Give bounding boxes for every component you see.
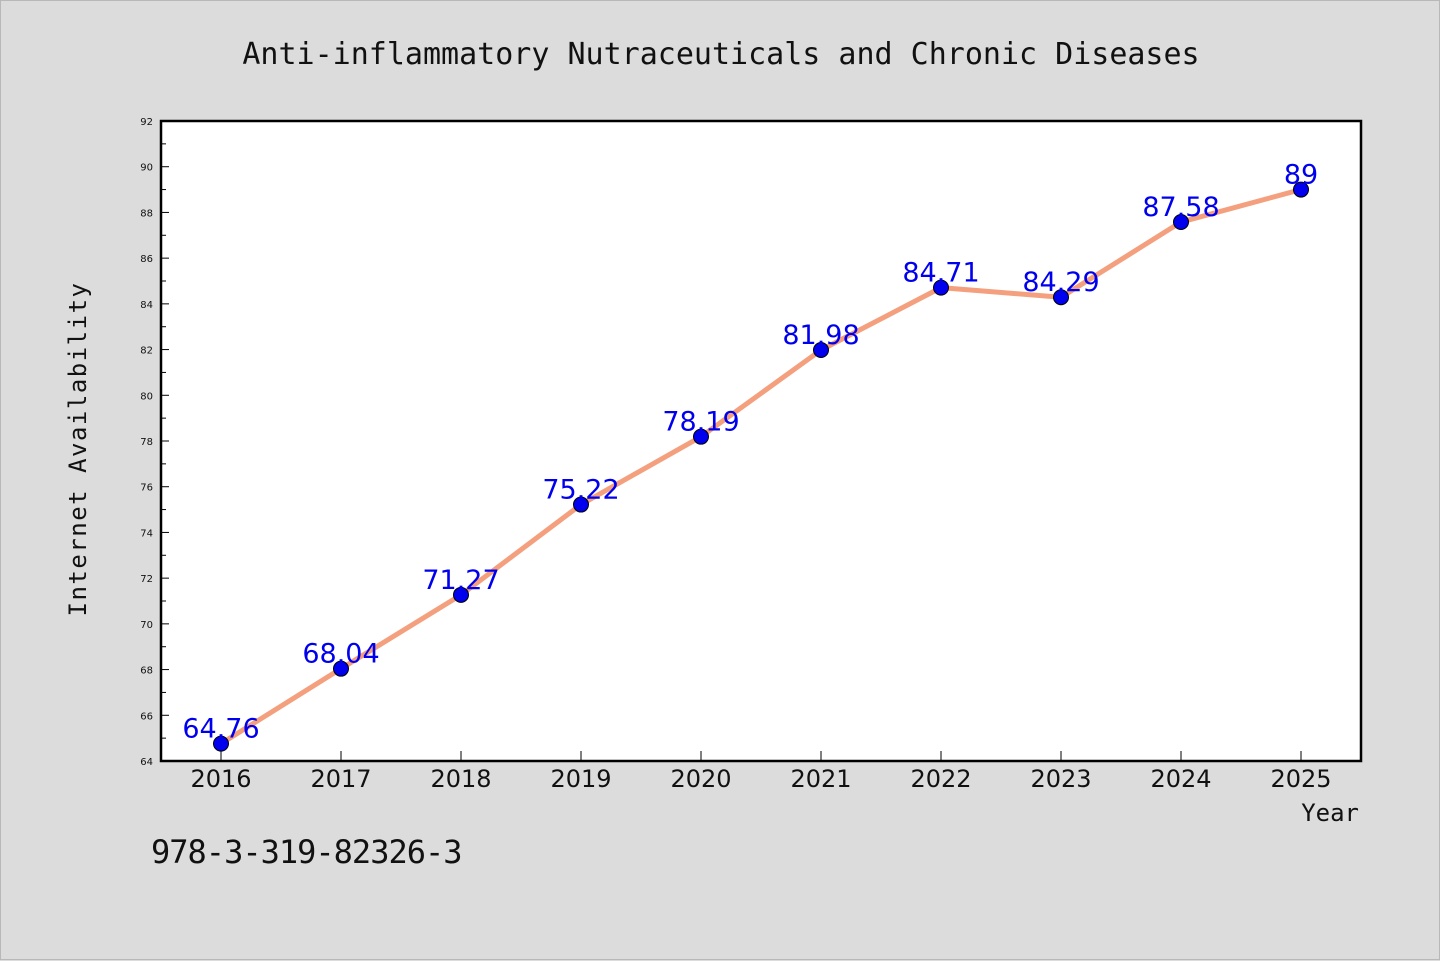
y-tick-label: 90 bbox=[140, 163, 153, 174]
y-tick-label: 88 bbox=[140, 208, 153, 219]
x-tick-label: 2019 bbox=[550, 765, 611, 793]
data-point bbox=[1173, 214, 1189, 231]
x-tick-label: 2023 bbox=[1030, 765, 1091, 793]
data-labels: 64.76 68.04 71.27 75.22 78.19 81.98 84.71 84.29… bbox=[182, 160, 1318, 745]
data-point bbox=[213, 735, 229, 752]
data-point bbox=[1293, 181, 1309, 198]
x-tick-label: 2022 bbox=[910, 765, 971, 793]
x-tick-label: 2025 bbox=[1270, 765, 1331, 793]
data-point bbox=[1053, 289, 1069, 306]
y-tick-label: 72 bbox=[140, 574, 153, 585]
data-label: 84.71 bbox=[902, 258, 979, 289]
y-tick-label: 80 bbox=[140, 391, 153, 402]
data-label: 68.04 bbox=[302, 639, 379, 670]
y-tick-label: 86 bbox=[140, 254, 153, 265]
y-tick-label: 78 bbox=[140, 437, 153, 448]
x-tick-label: 2016 bbox=[190, 765, 251, 793]
x-axis: 2016 2017 2018 2019 2020 2021 2022 2023 2024 2025 bbox=[190, 751, 1332, 793]
data-label: 81.98 bbox=[782, 320, 859, 351]
data-label: 64.76 bbox=[182, 714, 259, 745]
x-tick-label: 2021 bbox=[790, 765, 851, 793]
data-label: 71.27 bbox=[422, 565, 499, 596]
data-label: 87.58 bbox=[1142, 192, 1219, 223]
data-label: 78.19 bbox=[662, 407, 739, 438]
x-tick-label: 2018 bbox=[430, 765, 491, 793]
data-point bbox=[813, 342, 829, 359]
y-axis-label: Internet Availability bbox=[64, 282, 92, 617]
x-tick-label: 2020 bbox=[670, 765, 731, 793]
series-line bbox=[218, 187, 1304, 747]
y-tick-label: 74 bbox=[140, 528, 153, 539]
y-tick-label: 82 bbox=[140, 346, 153, 357]
data-point bbox=[933, 279, 949, 296]
data-point bbox=[453, 586, 469, 603]
data-label: 89 bbox=[1284, 160, 1318, 191]
data-markers bbox=[213, 181, 1309, 752]
data-label: 75.22 bbox=[542, 475, 619, 506]
data-point bbox=[693, 428, 709, 445]
y-tick-label: 92 bbox=[140, 117, 153, 128]
data-point bbox=[573, 496, 589, 513]
y-tick-label: 70 bbox=[140, 620, 153, 631]
y-tick-label: 84 bbox=[140, 300, 153, 311]
x-tick-label: 2024 bbox=[1150, 765, 1211, 793]
data-label: 84.29 bbox=[1022, 267, 1099, 298]
y-tick-label: 64 bbox=[140, 757, 153, 768]
y-axis: 64 66 68 70 72 74 76 78 80 82 84 86 88 90 92 bbox=[140, 117, 169, 768]
data-point bbox=[333, 660, 349, 677]
y-tick-label: 76 bbox=[140, 483, 153, 494]
x-tick-label: 2017 bbox=[310, 765, 371, 793]
y-tick-label: 68 bbox=[140, 666, 153, 677]
chart-title: Anti-inflammatory Nutraceuticals and Chr… bbox=[242, 37, 1199, 72]
x-axis-label: Year bbox=[1301, 799, 1359, 827]
y-tick-label: 66 bbox=[140, 711, 153, 722]
footer-code: 978-3-319-82326-3 bbox=[151, 833, 463, 871]
